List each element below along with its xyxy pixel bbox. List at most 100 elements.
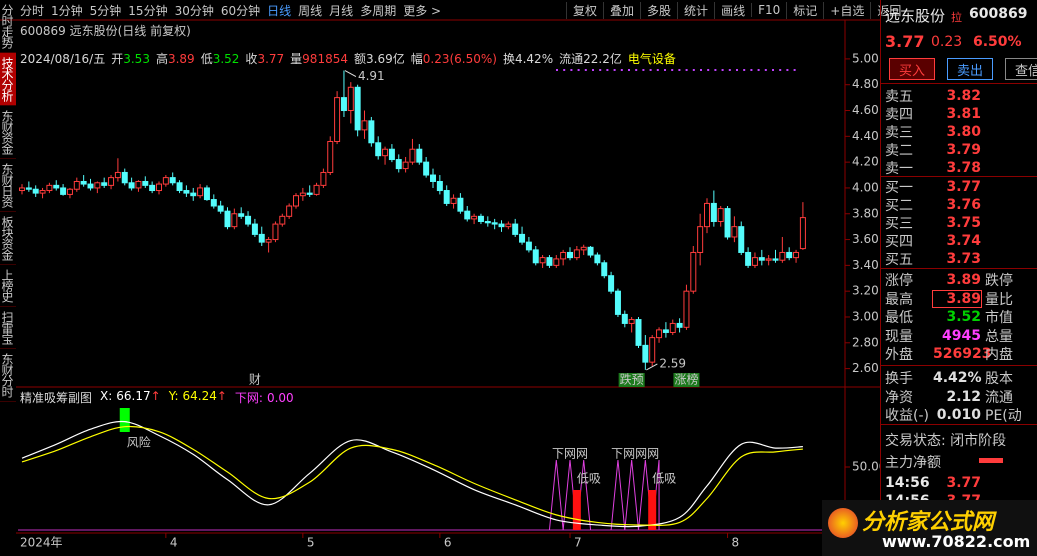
tool-button[interactable]: F10 <box>751 3 786 17</box>
candle-body <box>169 177 176 184</box>
net-label: 下网网 <box>552 447 588 461</box>
candle-body <box>224 210 231 228</box>
tick-price: 3.77 <box>946 475 981 491</box>
candle-body <box>751 257 758 266</box>
candle-body <box>416 148 423 163</box>
signal-dot <box>700 69 702 71</box>
candle-body <box>669 322 676 333</box>
candle-body <box>190 192 197 197</box>
tool-bar: 复权 叠加 多股 统计 画线 F10 标记 +自选 返回 <box>566 0 907 20</box>
candle-body <box>313 184 320 195</box>
book-price: 3.75 <box>946 215 981 231</box>
stat-label2: 总量 <box>985 328 1013 345</box>
stat-label: 涨停 <box>885 273 913 289</box>
tool-button[interactable]: 统计 <box>677 1 714 19</box>
candle-body <box>382 148 389 157</box>
chart-title: 600869 远东股份(日线 前复权) <box>20 24 191 38</box>
annotation-arrow <box>646 363 658 371</box>
candle-body <box>334 97 341 142</box>
y-tick-label: 4.00 <box>852 180 879 194</box>
period-tab[interactable]: 5分钟 <box>89 3 122 18</box>
candle-body <box>210 199 217 207</box>
info-value: 22.2亿 <box>583 52 622 66</box>
y-tick-label: 3.80 <box>852 206 879 220</box>
period-tab[interactable]: 15分钟 <box>128 3 168 18</box>
candle-body <box>430 174 436 182</box>
book-price: 3.82 <box>946 88 981 104</box>
trade-button[interactable]: 卖出 <box>947 58 993 80</box>
signal-dot <box>577 69 580 71</box>
info-value: 3.89 <box>167 52 195 66</box>
period-tab[interactable]: 60分钟 <box>220 3 261 18</box>
legend-item: Y: 64.24↑ <box>169 389 227 406</box>
signal-dot <box>563 69 566 71</box>
candle-body <box>156 183 162 192</box>
side-tab[interactable]: 东财日资 <box>0 159 16 212</box>
period-tab[interactable]: 更多 > <box>403 3 442 18</box>
side-tab[interactable]: 上榜史 <box>0 265 16 307</box>
period-tab[interactable]: 30分钟 <box>174 3 214 18</box>
candle-body <box>114 171 121 179</box>
stat-label2: 流通 <box>985 389 1013 406</box>
y-tick-label: 4.80 <box>852 77 879 91</box>
signal-dot <box>786 69 789 71</box>
period-tab[interactable]: 月线 <box>329 3 354 18</box>
tool-button[interactable]: 画线 <box>714 1 751 19</box>
period-tab[interactable]: 多周期 <box>360 3 397 18</box>
trade-button[interactable]: 买入 <box>889 58 935 80</box>
stock-name: 远东股份 <box>885 7 946 25</box>
y-tick-label: 5.00 <box>852 51 879 65</box>
indicator-header: 精准吸筹副图 X: 66.17↑ Y: 64.24↑ 下网: 0.00 <box>20 389 294 406</box>
book-label: 买三 <box>885 216 913 232</box>
tool-button[interactable]: 叠加 <box>603 1 640 19</box>
candle-body <box>683 290 690 328</box>
tool-button[interactable]: +自选 <box>823 1 870 19</box>
candle-body <box>614 290 621 315</box>
candle-body <box>395 159 402 170</box>
trade-button[interactable]: 查信 <box>1005 58 1037 80</box>
info-item: 低3.52 <box>201 50 240 67</box>
legend-value: 64.24 <box>182 389 217 403</box>
side-tab[interactable]: 分时走势 <box>0 0 16 53</box>
flag-bg <box>618 373 645 387</box>
period-tab[interactable]: 日线 <box>267 3 292 18</box>
candle-body <box>108 177 115 186</box>
info-value: 0.23(6.50%) <box>422 52 497 66</box>
y-tick-label: 50.00 <box>852 460 880 474</box>
stat-row: 换手 4.42% 股本 <box>885 369 1037 387</box>
candle-body <box>197 187 204 197</box>
info-item: 电气设备 <box>628 50 676 67</box>
flag-label: 跌预 <box>620 372 644 387</box>
candle-body <box>402 161 409 170</box>
tick-row: 14:56 3.77 <box>885 474 1037 492</box>
stat-row: 收益(-) 0.010 PE(动 <box>885 406 1037 424</box>
tool-button[interactable]: 返回 <box>870 1 907 19</box>
period-tab[interactable]: 1分钟 <box>51 3 83 18</box>
side-tab[interactable]: 东财资金 <box>0 106 16 159</box>
candle-body <box>539 257 546 264</box>
signal-dot <box>584 69 587 71</box>
tool-button[interactable]: 复权 <box>566 1 603 19</box>
period-tab[interactable]: 分时 <box>20 3 45 18</box>
side-tab[interactable]: 板块资金 <box>0 212 16 265</box>
side-tab[interactable]: 扫雷宝 <box>0 307 16 349</box>
flag-label: 涨榜 <box>674 372 698 387</box>
candle-body <box>512 223 519 235</box>
tool-button[interactable]: 多股 <box>640 1 677 19</box>
book-label: 卖三 <box>885 125 913 141</box>
logo-url: www.70822.com <box>882 532 1031 551</box>
info-value: 3.77 <box>257 52 285 66</box>
candle-body <box>498 223 505 228</box>
logo-icon <box>828 508 858 538</box>
signal-dot <box>757 69 760 71</box>
signal-dot <box>671 69 674 71</box>
tool-button[interactable]: 标记 <box>786 1 823 19</box>
period-tab[interactable]: 周线 <box>298 3 323 18</box>
side-tab[interactable]: 技术分析 <box>0 53 16 106</box>
candle-body <box>142 180 149 186</box>
candle-body <box>286 205 293 217</box>
candle-body <box>505 223 512 228</box>
annotation-label: 4.91 <box>358 69 385 83</box>
side-tab[interactable]: 东财分时 <box>0 349 16 402</box>
candle-body <box>231 213 238 228</box>
